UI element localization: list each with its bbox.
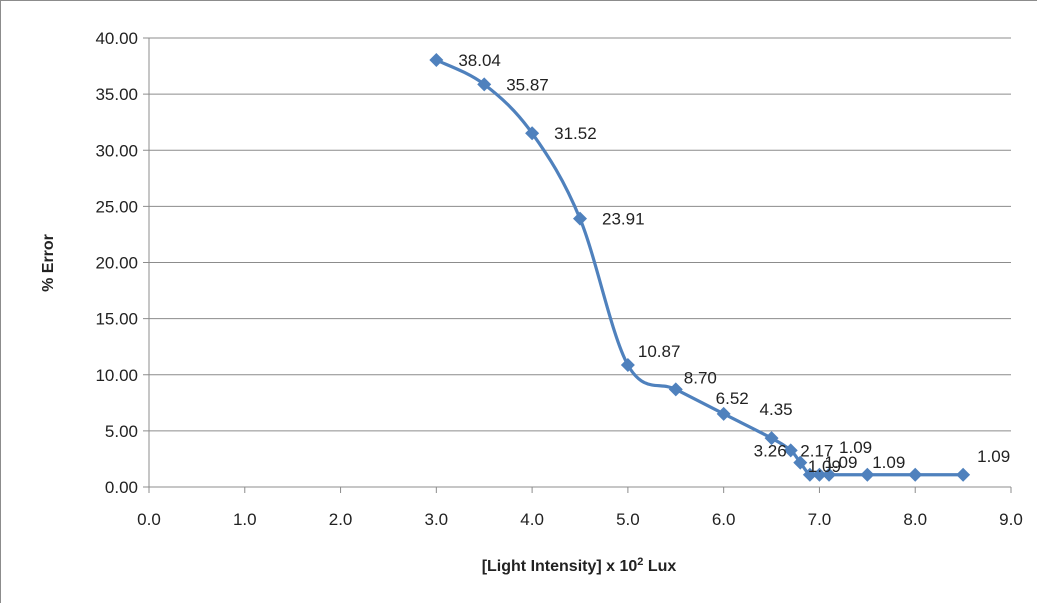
data-label: 38.04 xyxy=(458,51,501,70)
x-tick-label: 4.0 xyxy=(520,510,544,529)
data-point-marker xyxy=(908,467,923,482)
data-point-marker xyxy=(764,431,779,446)
data-label: 1.09 xyxy=(977,447,1010,466)
data-point-marker xyxy=(525,126,540,141)
y-tick-label: 10.00 xyxy=(95,366,138,385)
y-tick-label: 25.00 xyxy=(95,197,138,216)
series xyxy=(435,58,964,478)
y-tick-label: 5.00 xyxy=(105,422,138,441)
gridlines xyxy=(149,37,1011,432)
data-label: 1.09 xyxy=(872,453,905,472)
y-tick-label: 15.00 xyxy=(95,310,138,329)
y-tick-label: 20.00 xyxy=(95,254,138,273)
x-axis-title-main: [Light Intensity] x 10 xyxy=(482,558,638,575)
data-label: 6.52 xyxy=(716,389,749,408)
x-axis-title: [Light Intensity] x 102 Lux xyxy=(482,556,677,575)
data-point-marker xyxy=(429,53,444,68)
y-tick-label: 30.00 xyxy=(95,141,138,160)
data-point-marker xyxy=(956,467,971,482)
data-label: 3.26 xyxy=(754,441,787,460)
data-labels: 38.04 35.87 31.52 23.91 10.878.70 6.52 4.35 3.2… xyxy=(458,51,1010,476)
data-point-marker xyxy=(477,77,492,92)
data-markers xyxy=(429,53,971,482)
x-tick-label: 0.0 xyxy=(137,510,161,529)
data-point-marker xyxy=(573,211,587,226)
data-label: 1.09 xyxy=(839,438,872,457)
y-axis-title: % Error xyxy=(40,234,57,292)
x-axis-title-unit: Lux xyxy=(643,558,676,575)
x-tick-label: 5.0 xyxy=(616,510,640,529)
data-point-marker xyxy=(783,443,798,458)
data-label: 31.52 xyxy=(554,124,597,143)
y-tick-label: 35.00 xyxy=(95,85,138,104)
data-label: 23.91 xyxy=(602,210,645,229)
data-label: 1.09 xyxy=(808,457,841,476)
x-tick-label: 1.0 xyxy=(233,510,257,529)
y-tick-label: 0.00 xyxy=(105,478,138,497)
series-line xyxy=(435,58,964,478)
data-label: 8.70 xyxy=(684,368,717,387)
data-label: 10.87 xyxy=(638,342,681,361)
data-point-marker xyxy=(793,455,808,470)
data-label: 35.87 xyxy=(506,75,549,94)
x-tick-label: 9.0 xyxy=(999,510,1023,529)
data-label: 1.09 xyxy=(824,453,857,472)
x-tick-label: 7.0 xyxy=(808,510,832,529)
data-point-marker xyxy=(812,467,827,482)
data-label: 2.17 xyxy=(800,442,833,461)
y-tick-label: 40.00 xyxy=(95,29,138,48)
data-point-marker xyxy=(860,467,875,482)
x-tick-labels: 0.0 1.0 2.0 3.0 4.0 5.0 6.0 7.0 8.0 9.0 xyxy=(137,510,1023,529)
x-tick-label: 3.0 xyxy=(425,510,449,529)
data-point-marker xyxy=(620,357,635,372)
x-tick-label: 8.0 xyxy=(903,510,927,529)
data-point-marker xyxy=(802,467,817,482)
data-label: 4.35 xyxy=(760,400,793,419)
data-point-marker xyxy=(716,406,731,421)
data-point-marker xyxy=(822,467,837,482)
x-axis-title-superscript: 2 xyxy=(637,556,643,568)
axes xyxy=(143,37,1012,493)
x-tick-label: 6.0 xyxy=(712,510,736,529)
data-point-marker xyxy=(668,382,683,397)
y-tick-labels: 0.00 5.00 10.00 15.00 20.00 25.00 30.00 35.00 40… xyxy=(95,29,138,497)
x-tick-label: 2.0 xyxy=(329,510,353,529)
